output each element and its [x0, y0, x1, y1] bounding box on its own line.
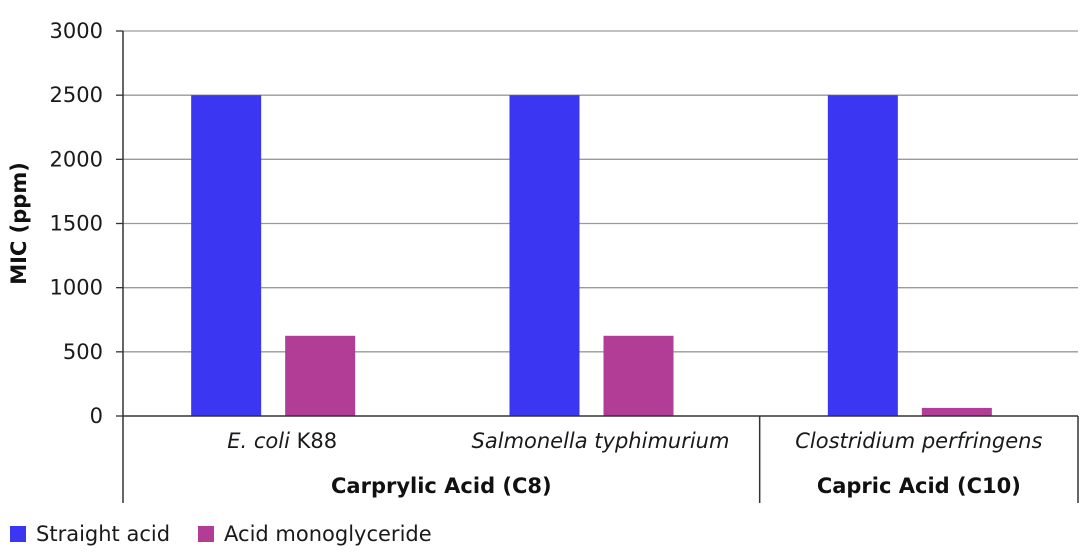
- group-label-capric-acid-c10: Capric Acid (C10): [817, 474, 1021, 498]
- y-tick-label: 2000: [50, 147, 103, 171]
- legend-label-acid-monoglyceride: Acid monoglyceride: [224, 522, 432, 546]
- bar-acid-monoglyceride-e-coli-k88: [285, 335, 356, 416]
- y-tick-label: 500: [63, 340, 103, 364]
- legend-swatch-straight-acid: [10, 526, 26, 542]
- group-labels: Carprylic Acid (C8) Capric Acid (C10): [331, 474, 1021, 498]
- legend-item-straight-acid: Straight acid: [10, 522, 170, 546]
- category-label-e-coli-k88: E. coli K88: [227, 429, 337, 453]
- category-labels: E. coli K88 Salmonella typhimurium Clostri…: [227, 429, 1042, 453]
- axes: [122, 31, 1079, 503]
- bar-acid-monoglyceride-clostridium-perfringens: [921, 407, 992, 416]
- bar-straight-acid-salmonella-typhimurium: [509, 95, 580, 417]
- grid-lines: [123, 30, 1078, 353]
- bar-straight-acid-e-coli-k88: [191, 95, 262, 417]
- bar-straight-acid-clostridium-perfringens: [827, 95, 898, 417]
- group-label-carprylic-acid-c8: Carprylic Acid (C8): [331, 474, 552, 498]
- y-axis-ticks: 0 500 1000 1500 2000 2500 3000: [50, 19, 123, 428]
- legend-item-acid-monoglyceride: Acid monoglyceride: [198, 522, 432, 546]
- category-label-salmonella-typhimurium: Salmonella typhimurium: [472, 429, 730, 453]
- bar-acid-monoglyceride-salmonella-typhimurium: [603, 335, 674, 416]
- y-tick-label: 1500: [50, 212, 103, 236]
- y-axis-label: MIC (ppm): [7, 162, 31, 285]
- y-tick-label: 1000: [50, 276, 103, 300]
- y-tick-label: 0: [90, 404, 103, 428]
- chart: 0 500 1000 1500 2000 2500 3000 MIC (ppm) E. co…: [7, 19, 1079, 503]
- legend-label-straight-acid: Straight acid: [36, 522, 171, 546]
- legend-swatch-acid-monoglyceride: [198, 526, 215, 542]
- bars: [191, 95, 992, 417]
- y-tick-label: 3000: [50, 19, 103, 43]
- legend: Straight acid Acid monoglyceride: [10, 522, 460, 546]
- y-tick-label: 2500: [50, 83, 103, 107]
- category-label-clostridium-perfringens: Clostridium perfringens: [795, 429, 1042, 453]
